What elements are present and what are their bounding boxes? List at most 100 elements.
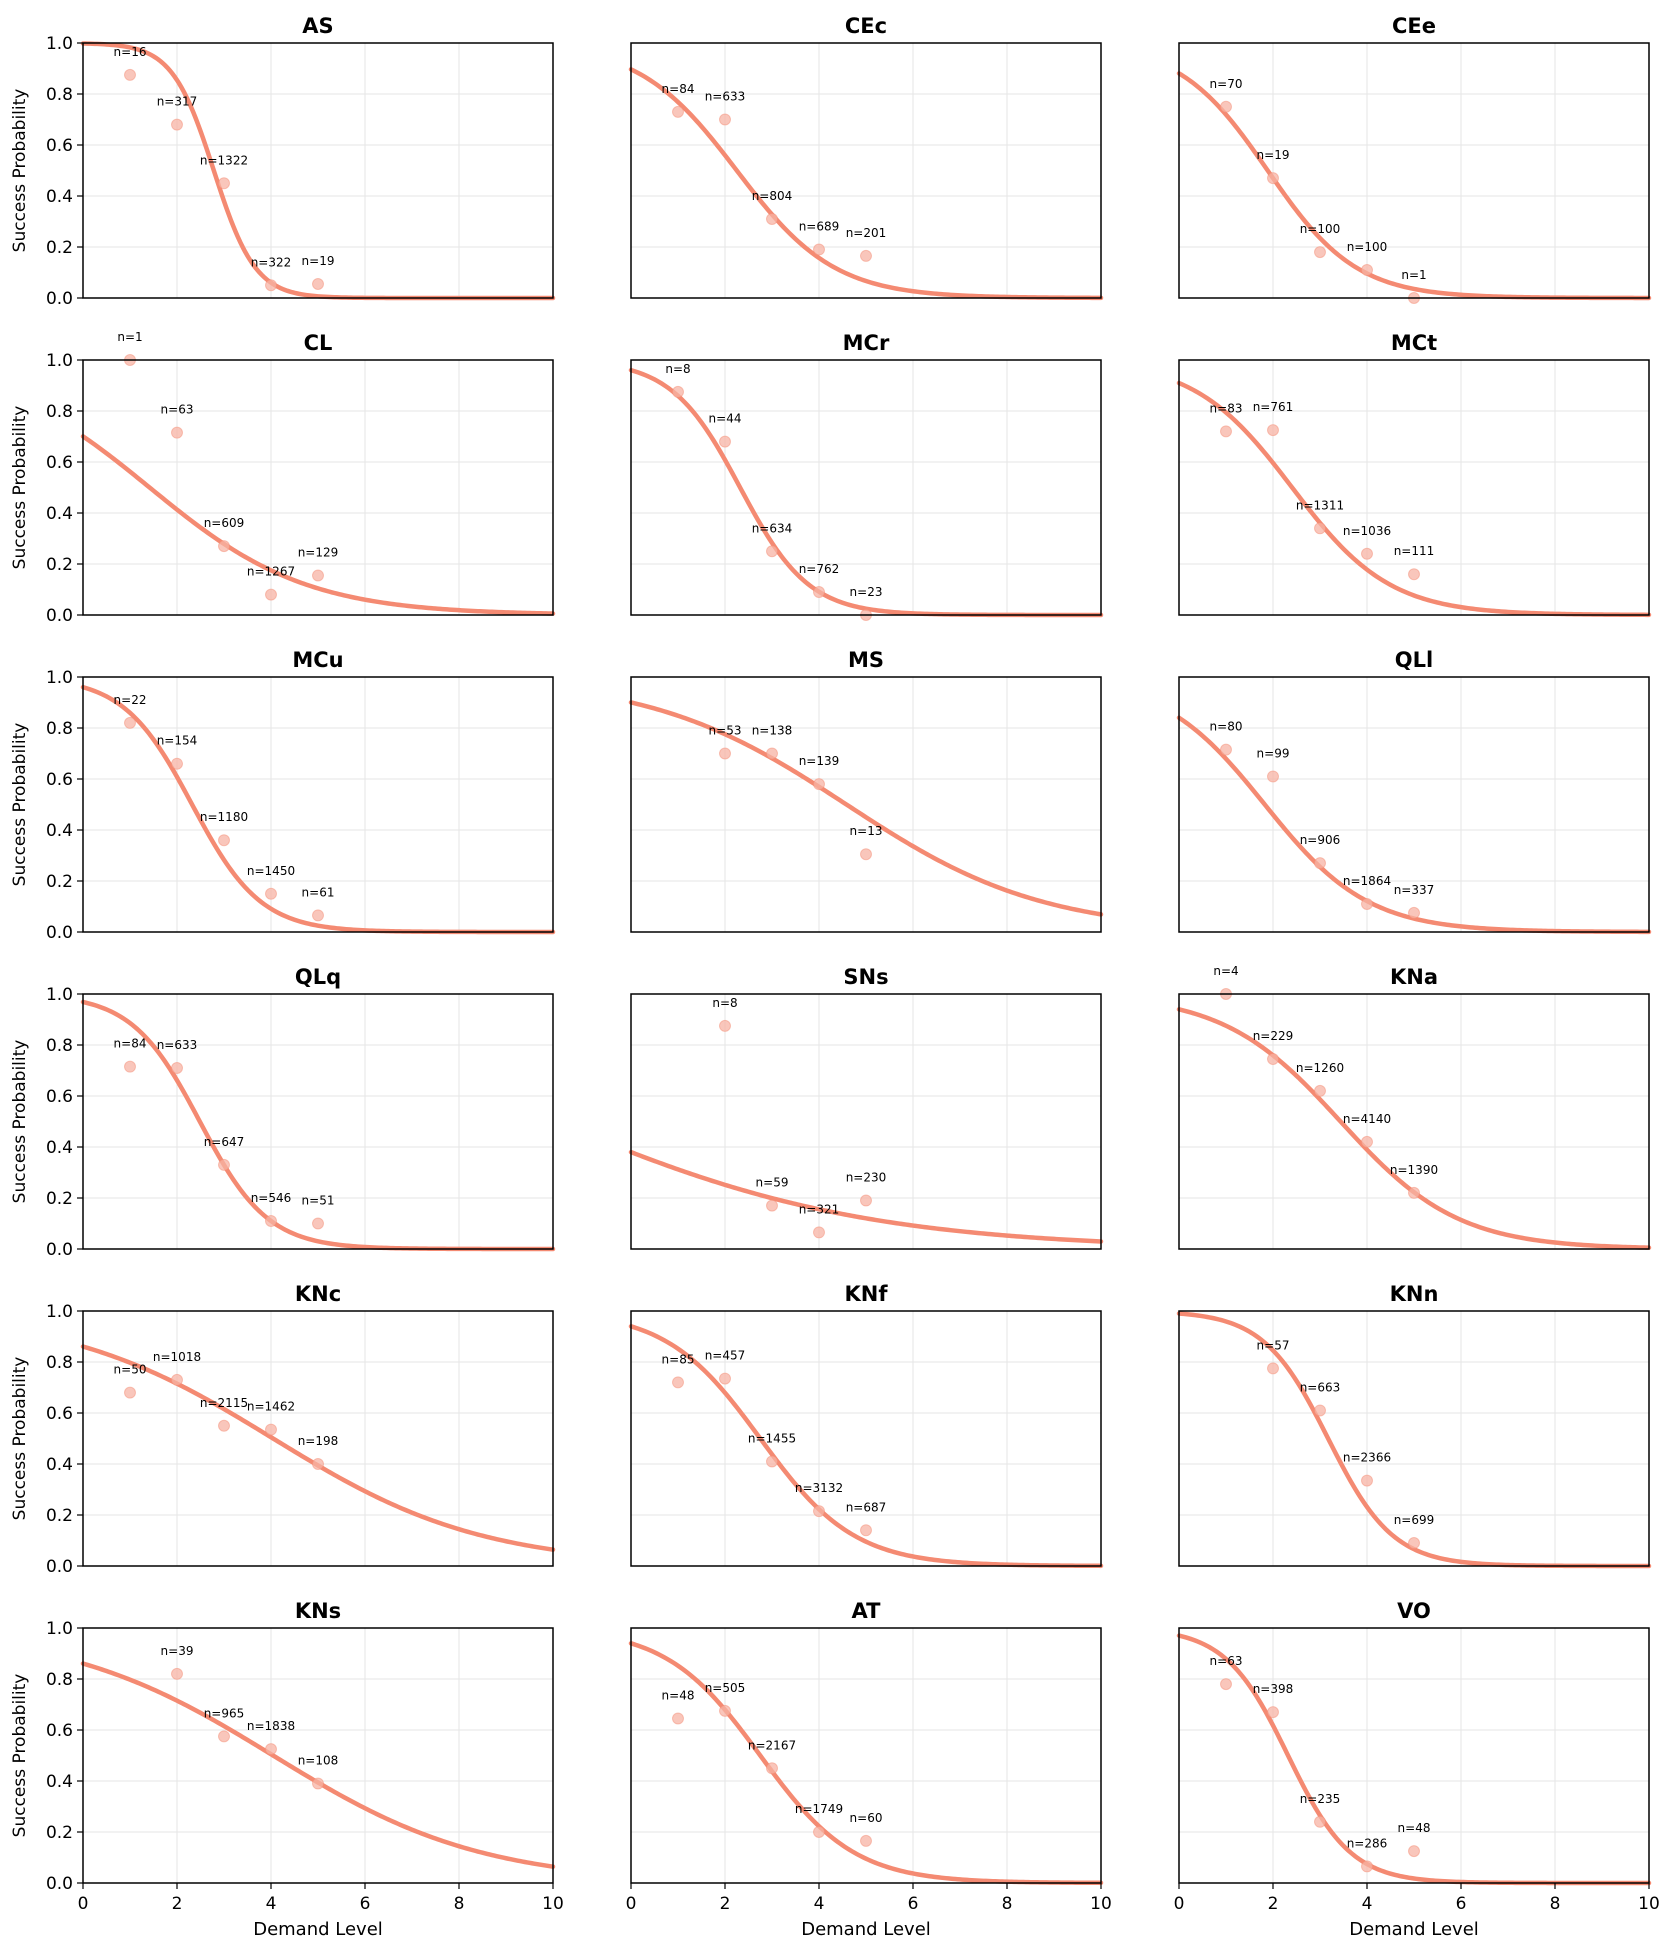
subplot-title: CL — [304, 331, 333, 355]
subplot-ms: MS n=53 n=138 n=139 n=13 — [628, 648, 1104, 933]
y-tick-label: 1.0 — [46, 668, 73, 688]
count-label: n=2366 — [1343, 1451, 1391, 1465]
grid — [1178, 42, 1650, 299]
x-tick-label: 2 — [1268, 1894, 1279, 1914]
x-tick-label: 4 — [814, 1894, 825, 1914]
y-axis-label: Success Probability — [10, 723, 30, 887]
x-tick-label: 2 — [720, 1894, 731, 1914]
y-tick-label: 1.0 — [46, 351, 73, 371]
fit-curve — [1176, 715, 1652, 935]
data-point — [218, 1419, 230, 1432]
axes-frame — [82, 1627, 554, 1884]
x-tick-label: 6 — [1456, 1894, 1467, 1914]
y-tick-label: 0.6 — [46, 1721, 73, 1741]
data-point — [1361, 263, 1373, 276]
count-label: n=63 — [1210, 1654, 1243, 1668]
y-tick-label: 0.2 — [46, 1506, 73, 1526]
data-point — [124, 68, 136, 81]
axes-frame — [630, 676, 1102, 933]
count-label: n=1260 — [1296, 1061, 1344, 1075]
data-point — [218, 1158, 230, 1171]
count-label: n=2167 — [748, 1738, 796, 1752]
subplot-title: AT — [852, 1599, 882, 1623]
y-tick-label: 0.0 — [46, 606, 73, 626]
data-point — [312, 909, 324, 922]
count-label: n=1322 — [200, 153, 248, 167]
count-label: n=39 — [161, 1644, 194, 1658]
data-point — [1361, 1860, 1373, 1873]
x-tick-label: 10 — [542, 1894, 564, 1914]
y-tick-label: 0.2 — [46, 1189, 73, 1209]
x-axis-label: Demand Level — [253, 1919, 383, 1940]
grid — [630, 676, 1102, 933]
y-tick-label: 0.4 — [46, 1772, 73, 1792]
count-label: n=60 — [850, 1811, 883, 1825]
data-point — [124, 1386, 136, 1399]
data-point — [124, 716, 136, 729]
data-point — [1220, 425, 1232, 438]
data-point — [1220, 100, 1232, 113]
count-label: n=804 — [752, 189, 793, 203]
y-axis-label: Success Probability — [10, 406, 30, 570]
count-label: n=689 — [799, 220, 840, 234]
fit-curve — [628, 67, 1104, 301]
y-tick-label: 0.2 — [46, 872, 73, 892]
count-label: n=53 — [709, 724, 742, 738]
subplot-title: AS — [302, 14, 333, 38]
count-label: n=70 — [1210, 77, 1243, 91]
count-label: n=139 — [799, 754, 840, 768]
data-point — [1361, 1474, 1373, 1487]
y-tick-label: 1.0 — [46, 985, 73, 1005]
data-point — [719, 435, 731, 448]
data-point — [1314, 1084, 1326, 1097]
count-label: n=663 — [1300, 1380, 1341, 1394]
grid — [630, 359, 1102, 616]
fit-curve — [80, 434, 556, 616]
count-label: n=647 — [204, 1135, 245, 1149]
y-tick-label: 1.0 — [46, 1302, 73, 1322]
data-point — [672, 1712, 684, 1725]
data-point — [766, 545, 778, 558]
count-label: n=2115 — [200, 1396, 248, 1410]
y-tick-label: 0.0 — [46, 1240, 73, 1260]
count-label: n=4140 — [1343, 1112, 1391, 1126]
subplot-title: KNc — [295, 1282, 341, 1306]
x-axis-label: Demand Level — [801, 1919, 931, 1940]
data-point — [1267, 770, 1279, 783]
subplot-at: AT n=48 n=505 n=2167 n=1749 n=60 0 2 4 6 8 10 Demand… — [626, 1599, 1112, 1940]
data-point — [1361, 1135, 1373, 1148]
y-tick-label: 0.8 — [46, 719, 73, 739]
y-tick-label: 0.2 — [46, 555, 73, 575]
data-point — [218, 540, 230, 553]
subplot-knn: KNn n=57 n=663 n=2366 n=699 — [1176, 1282, 1652, 1569]
data-point — [719, 747, 731, 760]
y-tick-label: 0.8 — [46, 85, 73, 105]
axes-frame — [82, 1310, 554, 1567]
axes-frame — [82, 42, 554, 299]
count-label: n=50 — [114, 1363, 147, 1377]
y-tick-label: 1.0 — [46, 1619, 73, 1639]
data-point — [1408, 1537, 1420, 1550]
data-point — [1267, 424, 1279, 437]
data-point — [813, 1505, 825, 1518]
data-point — [1314, 1404, 1326, 1417]
fit-curve — [628, 367, 1104, 618]
data-point — [1267, 1053, 1279, 1066]
count-label: n=699 — [1394, 1513, 1435, 1527]
subplot-vo: VO n=63 n=398 n=235 n=286 n=48 0 2 4 6 8 10 Demand L… — [1174, 1599, 1660, 1940]
y-tick-label: 0.0 — [46, 923, 73, 943]
count-label: n=321 — [799, 1202, 840, 1216]
data-point — [171, 118, 183, 131]
data-point — [719, 113, 731, 126]
fit-curve — [628, 700, 1104, 917]
y-tick-label: 0.4 — [46, 821, 73, 841]
y-axis-label: Success Probability — [10, 1040, 30, 1204]
data-point — [312, 1777, 324, 1790]
count-label: n=198 — [298, 1434, 339, 1448]
count-label: n=1390 — [1390, 1163, 1438, 1177]
data-point — [1314, 246, 1326, 259]
fit-curve — [80, 999, 556, 1252]
count-label: n=201 — [846, 226, 887, 240]
